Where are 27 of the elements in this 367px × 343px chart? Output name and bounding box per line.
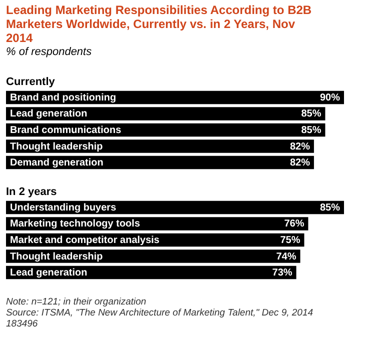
y-tick-label: Brand and positioning [10, 92, 116, 104]
data-label: 74% [276, 251, 296, 262]
y-tick-label: Marketing technology tools [10, 218, 140, 230]
y-tick-label: Thought leadership [10, 251, 103, 262]
y-tick-label: Lead generation [10, 108, 88, 120]
text: Currently [6, 76, 56, 88]
y-tick-label: Brand communications [10, 125, 122, 136]
data-label: 82% [290, 158, 310, 169]
data-label: 90% [320, 92, 340, 104]
data-label: 85% [301, 125, 322, 136]
data-label: 76% [284, 218, 304, 230]
y-tick-label: Lead generation [10, 268, 88, 279]
chart-title: Leading Marketing Responsibilities According to B2B Marketers Worldwide, Currently vs. in 2 Years, Nov 2014 [6, 3, 312, 45]
y-tick-label: Thought leadership [10, 141, 103, 152]
data-label: 75% [280, 235, 300, 246]
y-tick-label: Understanding buyers [10, 202, 117, 214]
text: In 2 years [6, 186, 57, 198]
text: Note: n=121; in their organization [6, 296, 146, 308]
y-tick-label: Demand generation [10, 158, 104, 169]
y-tick-label: Market and competitor analysis [10, 235, 160, 246]
data-label: 73% [272, 268, 292, 279]
data-label: 85% [301, 108, 322, 120]
data-label: 85% [320, 202, 340, 214]
chart-subtitle: % of respondents [6, 46, 92, 58]
text: 183496 [6, 318, 38, 330]
data-label: 82% [290, 141, 310, 152]
source-note: Source: ITSMA, "The New Architecture of Marketing Talent," Dec 9, 2014 [6, 308, 314, 318]
